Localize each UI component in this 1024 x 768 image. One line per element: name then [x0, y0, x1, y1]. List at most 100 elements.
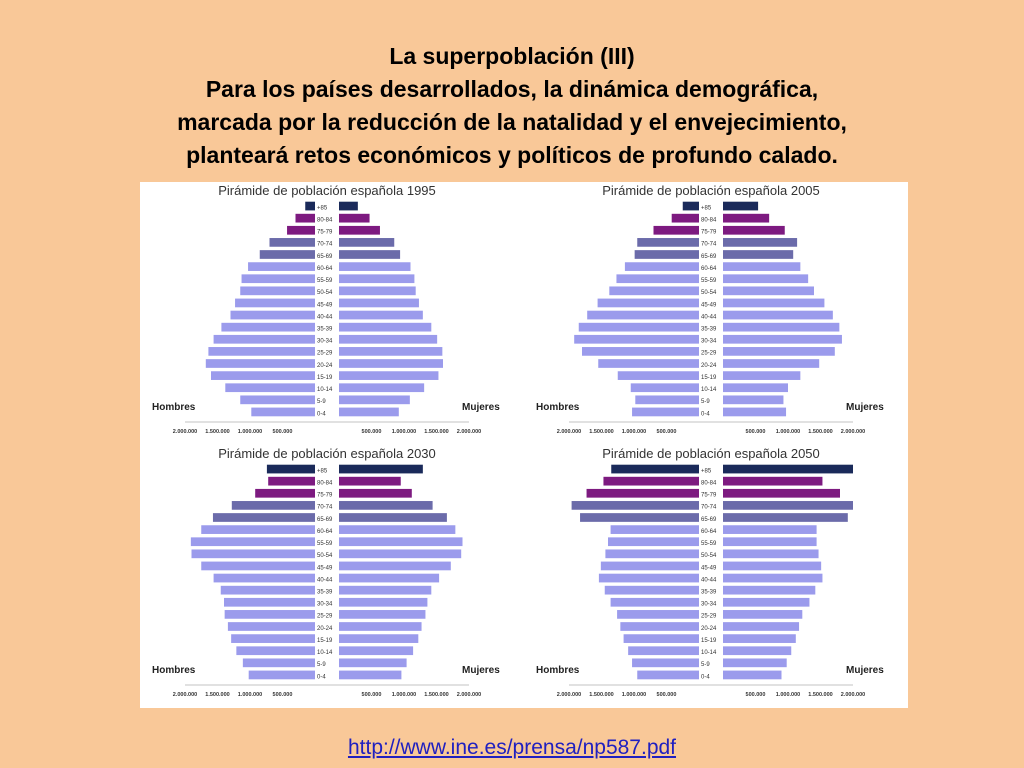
- bar-mujeres-20-24: [723, 359, 820, 368]
- age-label: 55-59: [701, 278, 717, 284]
- tick-label: 2.000.000: [457, 429, 481, 435]
- age-label: 70-74: [317, 242, 333, 248]
- bar-mujeres-65-69: [723, 250, 794, 259]
- age-label: 40-44: [701, 314, 717, 320]
- age-label: 70-74: [317, 505, 333, 511]
- age-label: 50-54: [317, 290, 333, 296]
- age-label: 25-29: [701, 351, 717, 357]
- bar-hombres-50-54: [609, 286, 699, 296]
- bar-mujeres-75-79: [723, 488, 840, 498]
- bar-hombres-25-29: [582, 347, 699, 356]
- bar-hombres-0-4: [637, 670, 699, 680]
- bar-mujeres-35-39: [723, 322, 840, 332]
- bar-mujeres-50-54: [723, 549, 819, 559]
- bar-hombres-10-14: [236, 646, 315, 656]
- source-link[interactable]: http://www.ine.es/prensa/np587.pdf: [347, 736, 677, 759]
- bar-hombres-45-49: [597, 298, 699, 308]
- age-label: 20-24: [701, 626, 717, 632]
- age-label: 65-69: [701, 517, 717, 523]
- bar-hombres-35-39: [220, 585, 315, 595]
- age-label: 70-74: [701, 505, 717, 511]
- age-label: 45-49: [317, 565, 333, 571]
- age-label: 30-34: [701, 602, 717, 608]
- bar-hombres-15-19: [617, 371, 699, 380]
- pyramid-2005-svg: Pirámide de población española 2005 0-4 5-…: [536, 183, 884, 435]
- bar-hombres-40-44: [230, 310, 315, 320]
- bar-mujeres-25-29: [723, 347, 835, 356]
- bar-mujeres-20-24: [723, 622, 800, 631]
- age-label: 75-79: [701, 493, 717, 499]
- bar-mujeres-35-39: [339, 322, 432, 332]
- age-label: +85: [701, 205, 712, 211]
- tick-label: 1.000.000: [776, 692, 800, 698]
- age-label: 5-9: [317, 399, 326, 405]
- age-label: 65-69: [317, 517, 333, 523]
- age-label: 5-9: [701, 399, 710, 405]
- bar-mujeres-15-19: [339, 634, 419, 643]
- slide-subtitle-line-3: planteará retos económicos y políticos d…: [186, 142, 838, 168]
- age-label: 80-84: [701, 218, 717, 224]
- bar-mujeres-40-44: [339, 310, 423, 320]
- age-label: 50-54: [701, 290, 717, 296]
- pyramid-title: Pirámide de población española 2030: [218, 446, 436, 461]
- pyramid-2050-svg: Pirámide de población española 2050 0-4 5-…: [536, 446, 884, 698]
- bar-hombres-20-24: [598, 359, 699, 368]
- bar-hombres-0-4: [251, 407, 315, 417]
- bar-mujeres-0-4: [723, 670, 782, 680]
- bar-hombres-70-74: [637, 238, 699, 247]
- pyramid-2005: Pirámide de población española 2005 0-4 5-…: [524, 182, 908, 445]
- bar-mujeres-40-44: [339, 573, 440, 583]
- bar-mujeres-65-69: [723, 513, 848, 522]
- bar-hombres-75-79: [653, 225, 699, 235]
- bar-mujeres-80-84: [723, 213, 770, 223]
- bar-mujeres-15-19: [723, 371, 801, 380]
- tick-label: 1.000.000: [622, 429, 646, 435]
- tick-label: 500.000: [746, 429, 766, 435]
- bar-hombres-15-19: [231, 634, 315, 643]
- bar-mujeres-10-14: [723, 383, 788, 393]
- bar-mujeres-60-64: [339, 525, 456, 534]
- bar-mujeres-60-64: [723, 262, 801, 271]
- tick-label: 500.000: [746, 692, 766, 698]
- age-label: 40-44: [317, 314, 333, 320]
- bar-mujeres-+85: [723, 464, 853, 474]
- tick-label: 2.000.000: [557, 692, 581, 698]
- bar-hombres-20-24: [205, 359, 315, 368]
- tick-label: 500.000: [657, 429, 677, 435]
- bar-hombres-70-74: [571, 501, 699, 510]
- bar-hombres-60-64: [248, 262, 315, 271]
- age-label: 5-9: [317, 662, 326, 668]
- bar-mujeres-20-24: [339, 622, 422, 631]
- bar-hombres-45-49: [600, 561, 699, 571]
- age-label: 75-79: [317, 230, 333, 236]
- age-label: 60-64: [701, 529, 717, 535]
- bar-hombres-+85: [611, 464, 699, 474]
- bar-hombres-30-34: [610, 597, 699, 607]
- bar-hombres-+85: [305, 201, 315, 211]
- bar-hombres-80-84: [295, 213, 315, 223]
- age-label: 75-79: [701, 230, 717, 236]
- age-label: 75-79: [317, 493, 333, 499]
- age-label: 20-24: [317, 626, 333, 632]
- bar-hombres-25-29: [208, 347, 315, 356]
- tick-label: 2.000.000: [173, 692, 197, 698]
- bar-hombres-50-54: [605, 549, 699, 559]
- bar-mujeres-10-14: [339, 383, 425, 393]
- tick-label: 2.000.000: [557, 429, 581, 435]
- bar-hombres-0-4: [248, 670, 315, 680]
- bar-mujeres-45-49: [723, 298, 825, 308]
- age-label: 10-14: [701, 650, 717, 656]
- bar-mujeres-55-59: [723, 537, 817, 547]
- age-label: 55-59: [701, 541, 717, 547]
- bar-mujeres-+85: [339, 201, 358, 211]
- age-label: 25-29: [317, 351, 333, 357]
- bar-hombres-40-44: [587, 310, 699, 320]
- bar-mujeres-5-9: [723, 658, 787, 668]
- bar-hombres-35-39: [221, 322, 315, 332]
- bar-hombres-80-84: [603, 476, 699, 486]
- bar-mujeres-30-34: [339, 597, 428, 607]
- bar-hombres-35-39: [578, 322, 699, 332]
- age-label: 25-29: [317, 614, 333, 620]
- bar-mujeres-80-84: [339, 213, 370, 223]
- bar-hombres-70-74: [231, 501, 315, 510]
